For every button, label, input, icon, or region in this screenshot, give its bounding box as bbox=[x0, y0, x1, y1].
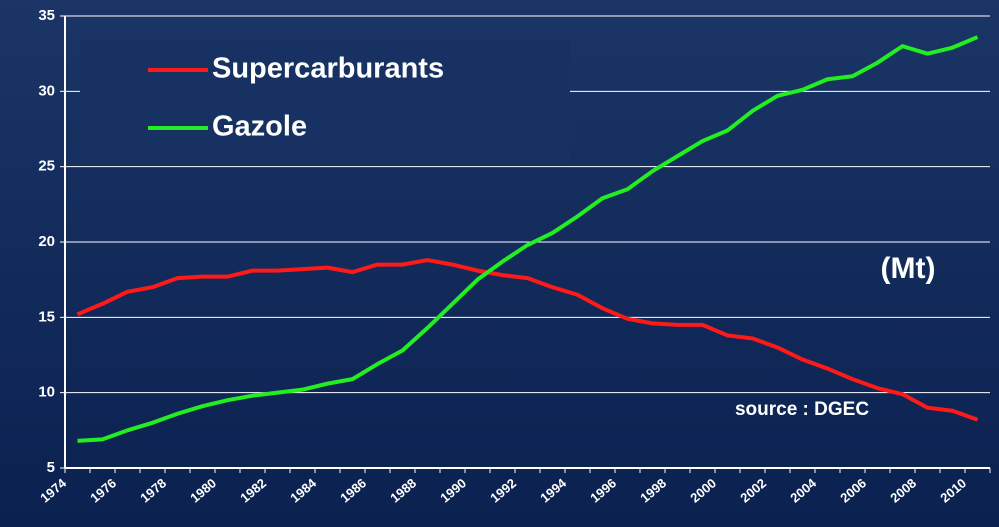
y-tick-label: 15 bbox=[38, 308, 55, 325]
legend-label: Supercarburants bbox=[212, 53, 444, 85]
legend-box bbox=[80, 40, 570, 165]
y-tick-label: 5 bbox=[47, 459, 55, 476]
y-tick-label: 30 bbox=[38, 82, 55, 99]
y-tick-label: 25 bbox=[38, 158, 55, 175]
annotation: source : DGEC bbox=[735, 399, 869, 420]
y-tick-label: 35 bbox=[38, 7, 55, 24]
annotation: (Mt) bbox=[881, 252, 936, 285]
y-tick-label: 20 bbox=[38, 233, 55, 250]
series-line bbox=[76, 258, 979, 422]
series-line bbox=[77, 35, 979, 443]
y-tick-label: 10 bbox=[38, 384, 55, 401]
legend-label: Gazole bbox=[212, 111, 307, 143]
